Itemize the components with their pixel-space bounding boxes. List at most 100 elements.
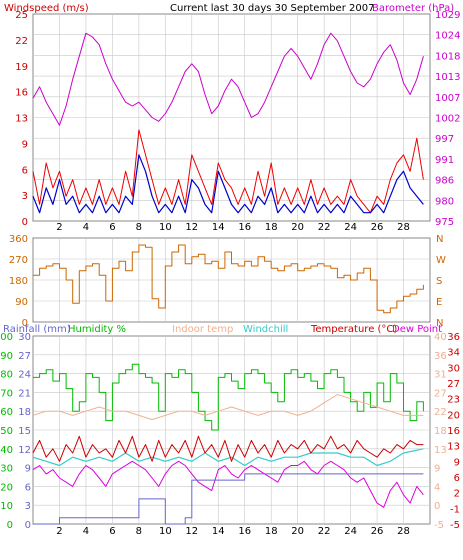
temperature-tick-label: -5 bbox=[450, 520, 460, 531]
legend-indoor-temp: Indoor temp bbox=[172, 324, 233, 335]
windspeed-axis-title: Windspeed (m/s) bbox=[4, 3, 89, 14]
series-humidity bbox=[33, 363, 424, 431]
series-layer bbox=[32, 32, 424, 525]
barometer-axis-title: Barometer (hPa) bbox=[372, 3, 454, 14]
humidity-tick-label: 80 bbox=[0, 370, 13, 381]
direction-compass-label: N bbox=[436, 318, 443, 329]
series-windspeed bbox=[32, 154, 424, 214]
x-tick-label: 8 bbox=[136, 222, 142, 233]
series-gust bbox=[32, 129, 424, 214]
x-tick-label: 20 bbox=[291, 222, 304, 233]
direction-compass-label: N bbox=[436, 234, 443, 245]
x-tick-label: 10 bbox=[159, 222, 172, 233]
windspeed-tick-label: 13 bbox=[15, 114, 28, 125]
x-tick-label: 10 bbox=[159, 526, 172, 537]
barometer-tick-label: 1007 bbox=[435, 93, 460, 104]
barometer-tick-label: 975 bbox=[435, 217, 454, 228]
x-tick-label: 12 bbox=[185, 222, 198, 233]
ticks-layer: 2244668810101212141416161818202022222424… bbox=[0, 10, 460, 537]
temperature-tick-label: 16 bbox=[447, 426, 460, 437]
temperature-tick-label: 23 bbox=[447, 395, 460, 406]
temperature-tick-label: 34 bbox=[447, 348, 460, 359]
humidity-tick-label: 0 bbox=[7, 520, 13, 531]
windspeed-tick-label: 9 bbox=[22, 139, 28, 150]
direction-compass-label: E bbox=[436, 297, 442, 308]
rain-tick-label: 30 bbox=[18, 332, 31, 343]
temperature-tick-label: 30 bbox=[447, 363, 460, 374]
humidity-tick-label: 20 bbox=[0, 482, 13, 493]
barometer-tick-label: 986 bbox=[435, 176, 454, 187]
series-indoor-temp bbox=[32, 394, 424, 421]
x-tick-label: 26 bbox=[371, 526, 384, 537]
indoor-temp-tick-label: 9 bbox=[434, 464, 440, 475]
barometer-tick-label: 1029 bbox=[435, 10, 460, 21]
humidity-tick-label: 10 bbox=[0, 501, 13, 512]
x-tick-label: 14 bbox=[212, 222, 225, 233]
rain-tick-label: 3 bbox=[25, 501, 31, 512]
direction-degree-label: 0 bbox=[22, 318, 28, 329]
temperature-tick-label: 6 bbox=[454, 473, 460, 484]
x-tick-label: 24 bbox=[344, 526, 357, 537]
rain-tick-label: 24 bbox=[18, 370, 31, 381]
temperature-tick-label: 2 bbox=[454, 489, 460, 500]
chart-title: Current last 30 days 30 September 2007 bbox=[170, 3, 374, 14]
humidity-tick-label: 70 bbox=[0, 388, 13, 399]
x-tick-label: 2 bbox=[56, 222, 62, 233]
series-windchill bbox=[32, 448, 424, 467]
humidity-tick-label: 90 bbox=[0, 351, 13, 362]
series-wind-direction bbox=[33, 244, 424, 314]
rain-tick-label: 21 bbox=[18, 388, 31, 399]
rain-tick-label: 27 bbox=[18, 351, 31, 362]
indoor-temp-tick-label: 4 bbox=[434, 482, 440, 493]
x-tick-label: 18 bbox=[265, 526, 278, 537]
x-tick-label: 22 bbox=[318, 526, 331, 537]
barometer-tick-label: 1024 bbox=[435, 31, 460, 42]
temperature-tick-label: 36 bbox=[447, 332, 460, 343]
indoor-temp-tick-label: 31 bbox=[434, 370, 447, 381]
direction-compass-label: W bbox=[436, 255, 446, 266]
temperature-tick-label: 13 bbox=[447, 442, 460, 453]
x-tick-label: 22 bbox=[318, 222, 331, 233]
x-tick-label: 28 bbox=[397, 526, 410, 537]
x-tick-label: 16 bbox=[238, 526, 251, 537]
indoor-temp-tick-label: 40 bbox=[434, 332, 447, 343]
x-tick-label: 8 bbox=[136, 526, 142, 537]
humidity-tick-label: 50 bbox=[0, 426, 13, 437]
indoor-temp-tick-label: 27 bbox=[434, 388, 447, 399]
windspeed-tick-label: 19 bbox=[15, 62, 28, 73]
indoor-temp-tick-label: -5 bbox=[434, 520, 444, 531]
legend-windchill: Windchill bbox=[243, 324, 288, 335]
barometer-tick-label: 1018 bbox=[435, 51, 460, 62]
x-tick-label: 6 bbox=[109, 222, 115, 233]
barometer-tick-label: 1013 bbox=[435, 72, 460, 83]
rain-tick-label: 9 bbox=[25, 464, 31, 475]
windspeed-tick-label: 22 bbox=[15, 36, 28, 47]
x-tick-label: 20 bbox=[291, 526, 304, 537]
indoor-temp-tick-label: 0 bbox=[434, 501, 440, 512]
series-rainfall bbox=[33, 473, 424, 525]
legend-humidity: Humidity % bbox=[68, 324, 126, 335]
temperature-tick-label: -1 bbox=[450, 504, 460, 515]
direction-compass-label: S bbox=[436, 276, 442, 287]
series-barometer bbox=[32, 32, 424, 126]
windspeed-tick-label: 0 bbox=[22, 217, 28, 228]
indoor-temp-tick-label: 22 bbox=[434, 407, 447, 418]
direction-degree-label: 360 bbox=[9, 234, 28, 245]
barometer-tick-label: 997 bbox=[435, 134, 454, 145]
x-tick-label: 2 bbox=[56, 526, 62, 537]
rain-tick-label: 18 bbox=[18, 407, 31, 418]
barometer-tick-label: 980 bbox=[435, 196, 454, 207]
x-tick-label: 18 bbox=[265, 222, 278, 233]
direction-degree-label: 180 bbox=[9, 276, 28, 287]
windspeed-tick-label: 3 bbox=[22, 191, 28, 202]
x-tick-label: 14 bbox=[212, 526, 225, 537]
legend-rainfall: Rainfall (mm) bbox=[3, 324, 71, 335]
rain-tick-label: 12 bbox=[18, 445, 31, 456]
rain-tick-label: 6 bbox=[25, 482, 31, 493]
x-tick-label: 4 bbox=[83, 222, 89, 233]
series-dew-point bbox=[32, 460, 424, 508]
temperature-tick-label: 27 bbox=[447, 379, 460, 390]
legend-dew-point: Dew Point bbox=[392, 324, 442, 335]
rain-tick-label: 15 bbox=[18, 426, 31, 437]
